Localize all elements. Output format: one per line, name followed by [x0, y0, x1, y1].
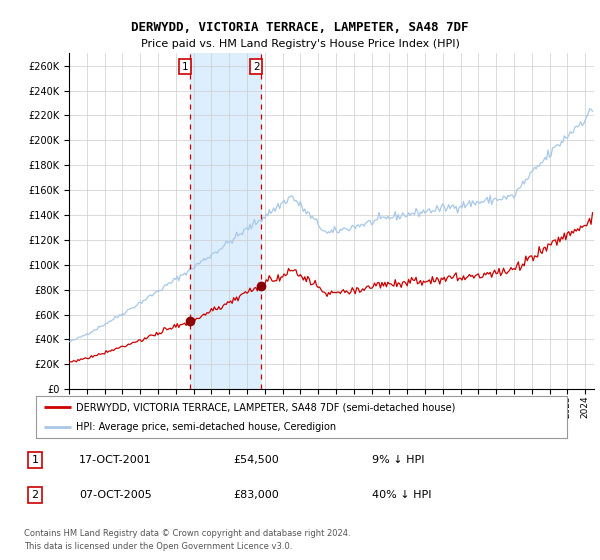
Text: HPI: Average price, semi-detached house, Ceredigion: HPI: Average price, semi-detached house,…: [76, 422, 336, 432]
Text: 2: 2: [31, 491, 38, 500]
Text: DERWYDD, VICTORIA TERRACE, LAMPETER, SA48 7DF: DERWYDD, VICTORIA TERRACE, LAMPETER, SA4…: [131, 21, 469, 34]
Text: 2: 2: [253, 62, 260, 72]
Text: 1: 1: [182, 62, 189, 72]
Text: 40% ↓ HPI: 40% ↓ HPI: [372, 491, 431, 500]
Text: 9% ↓ HPI: 9% ↓ HPI: [372, 455, 424, 465]
Text: Contains HM Land Registry data © Crown copyright and database right 2024.
This d: Contains HM Land Registry data © Crown c…: [24, 529, 350, 550]
Text: DERWYDD, VICTORIA TERRACE, LAMPETER, SA48 7DF (semi-detached house): DERWYDD, VICTORIA TERRACE, LAMPETER, SA4…: [76, 402, 455, 412]
Text: £83,000: £83,000: [234, 491, 280, 500]
Bar: [190, 53, 260, 389]
Text: Price paid vs. HM Land Registry's House Price Index (HPI): Price paid vs. HM Land Registry's House …: [140, 39, 460, 49]
Text: 07-OCT-2005: 07-OCT-2005: [79, 491, 152, 500]
Text: 1: 1: [32, 455, 38, 465]
Text: 17-OCT-2001: 17-OCT-2001: [79, 455, 152, 465]
Text: £54,500: £54,500: [234, 455, 280, 465]
